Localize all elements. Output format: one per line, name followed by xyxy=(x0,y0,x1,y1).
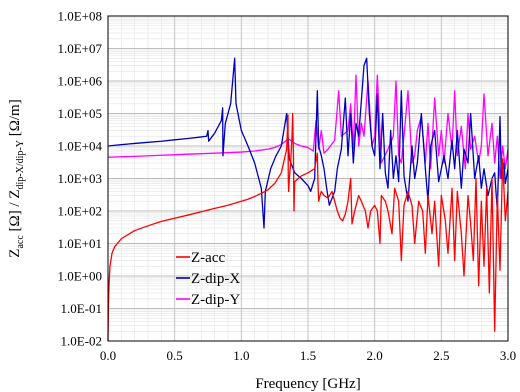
y-tick-label: 1.0E+03 xyxy=(57,171,102,186)
y-tick-label: 1.0E+04 xyxy=(57,139,102,154)
y-label-sub1: acc xyxy=(15,235,26,249)
legend-label-z-dip-x: Z-dip-X xyxy=(191,271,240,287)
y-tick-label: 1.0E+00 xyxy=(57,269,102,284)
x-tick-label: 1.5 xyxy=(300,348,316,363)
plot-frame xyxy=(107,15,509,342)
legend: Z-acc Z-dip-X Z-dip-Y xyxy=(176,250,240,308)
legend-label-z-dip-y: Z-dip-Y xyxy=(191,292,240,308)
grid-major xyxy=(107,15,509,342)
y-tick-label: 1.0E-02 xyxy=(60,334,102,349)
y-tick-label: 1.0E+05 xyxy=(57,106,102,121)
series-line-z-dip-x xyxy=(107,57,509,229)
y-label-sub2: dip-X/dip-Y xyxy=(15,140,26,189)
y-tick-label: 1.0E+01 xyxy=(57,236,102,251)
y-label-mid: [Ω] / Z xyxy=(7,189,23,235)
x-tick-label: 0.5 xyxy=(167,348,183,363)
y-axis-label: Zacc [Ω] / Zdip-X/dip-Y [Ω/m] xyxy=(7,99,26,257)
x-tick-label: 2.5 xyxy=(433,348,449,363)
x-tick-label: 2.0 xyxy=(367,348,383,363)
x-axis-label: Frequency [GHz] xyxy=(255,376,360,392)
series-line-z-acc xyxy=(107,112,509,342)
y-label-main: Z xyxy=(7,249,23,258)
x-tick-label: 0.0 xyxy=(100,348,116,363)
x-tick-labels: 0.0 0.5 1.0 1.5 2.0 2.5 3.0 xyxy=(100,348,516,363)
y-tick-label: 1.0E+06 xyxy=(57,74,102,89)
y-tick-labels: 1.0E-02 1.0E-01 1.0E+00 1.0E+01 1.0E+02 1.0E+… xyxy=(57,9,102,349)
legend-label-z-acc: Z-acc xyxy=(191,250,225,266)
y-tick-label: 1.0E+07 xyxy=(57,41,102,56)
y-tick-label: 1.0E-01 xyxy=(60,301,102,316)
series-layer xyxy=(107,57,509,342)
y-label-tail: [Ω/m] xyxy=(7,99,23,140)
x-tick-label: 3.0 xyxy=(500,348,516,363)
y-tick-label: 1.0E+08 xyxy=(57,9,102,24)
y-tick-label: 1.0E+02 xyxy=(57,204,102,219)
x-tick-label: 1.0 xyxy=(233,348,249,363)
